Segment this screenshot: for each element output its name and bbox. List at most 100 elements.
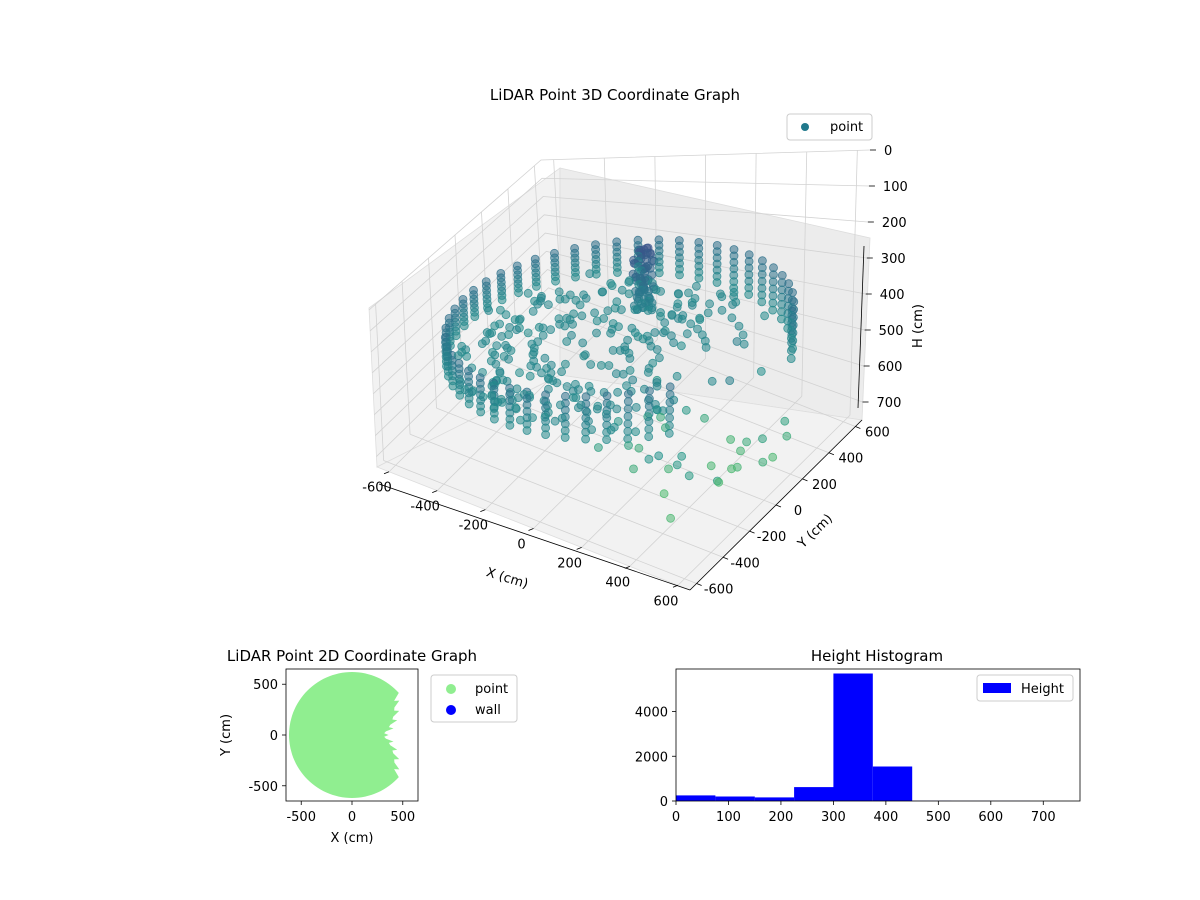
point-3d [760, 311, 769, 321]
point-3d [631, 402, 641, 412]
point-3d [602, 391, 612, 401]
point-3d [654, 451, 664, 461]
point-3d [644, 424, 654, 434]
point-3d [686, 319, 696, 329]
point-3d [618, 369, 628, 379]
point-3d [624, 389, 633, 399]
point-3d [624, 277, 634, 287]
z-tick-label-3d: 0 [884, 144, 892, 159]
point-3d [701, 342, 711, 352]
point-3d [574, 403, 583, 413]
point-region-2d [289, 672, 400, 798]
point-3d [606, 328, 615, 338]
histogram-y-tick-label: 0 [660, 795, 668, 810]
point-3d [756, 366, 766, 376]
point-3d [541, 430, 550, 440]
point-3d [624, 441, 633, 450]
histogram-bar [715, 796, 755, 801]
point-3d [562, 382, 572, 391]
point-3d [705, 299, 714, 309]
point-3d [665, 382, 675, 392]
point-3d [532, 362, 541, 372]
point-3d [459, 321, 469, 331]
histogram-bar [833, 673, 873, 801]
point-3d [617, 285, 627, 295]
x-tick-label-3d: 200 [557, 556, 582, 571]
point-3d [786, 354, 796, 364]
point-3d [613, 268, 622, 277]
point-3d [694, 273, 704, 283]
point-3d [470, 312, 480, 322]
histogram-x-tick-label: 100 [716, 810, 741, 825]
point-3d [607, 281, 617, 291]
point-3d [590, 308, 599, 318]
point-3d [448, 381, 458, 391]
point-3d [533, 299, 542, 309]
z-tick-label-3d: 500 [879, 324, 904, 339]
point-3d [615, 346, 625, 355]
point-3d [477, 339, 487, 349]
z-tick-label-3d: 700 [877, 396, 902, 411]
point-3d [592, 328, 601, 338]
x-axis-label-2d: X (cm) [331, 831, 374, 846]
point-3d [540, 353, 550, 363]
histogram-x-tick-label: 500 [926, 810, 951, 825]
point-3d [768, 452, 778, 462]
point-3d [602, 413, 612, 423]
point-3d [552, 378, 562, 388]
point-3d [612, 404, 622, 414]
point-3d [644, 416, 654, 426]
point-3d [674, 289, 683, 299]
point-3d [528, 306, 538, 316]
histogram-bar [794, 787, 834, 801]
x-tick-label-3d: 600 [654, 594, 679, 609]
histogram-x-tick-label: 600 [978, 810, 1003, 825]
point-3d [665, 413, 674, 423]
point-3d [538, 323, 548, 333]
histogram-axes-frame [675, 668, 1081, 802]
point-3d [495, 305, 505, 315]
point-3d [757, 297, 767, 307]
point-3d [604, 361, 614, 370]
legend-2d-marker-wall [446, 705, 456, 715]
point-3d [557, 367, 566, 377]
point-3d [485, 329, 495, 339]
point-3d [603, 306, 613, 316]
point-cloud-3d [440, 235, 799, 523]
point-3d [532, 281, 541, 291]
point-3d [515, 368, 524, 378]
point-3d [645, 386, 654, 396]
point-3d [714, 477, 724, 487]
point-3d [625, 365, 635, 375]
histogram-y-tick-label: 4000 [635, 706, 668, 721]
point-3d [622, 381, 631, 391]
point-3d [594, 443, 603, 452]
point-3d [656, 311, 665, 321]
point-3d [695, 315, 705, 325]
histogram-x-tick-label: 400 [873, 810, 898, 825]
point-3d [546, 325, 555, 335]
point-3d [544, 300, 553, 310]
plot-area-2d [286, 669, 418, 801]
histogram-bar [676, 795, 716, 801]
x-tick-label-2d: 0 [348, 810, 356, 825]
point-3d [732, 337, 742, 346]
chart-histogram: Height Histogram 0 100 200 300 400 500 600 700 … [635, 647, 1081, 825]
chart-2d: LiDAR Point 2D Coordinate Graph -500 0 500… [219, 647, 518, 846]
point-3d [684, 288, 693, 298]
point-3d [550, 416, 560, 426]
z-tick-label-3d: 300 [881, 252, 906, 267]
point-3d [512, 325, 521, 335]
point-3d [568, 319, 577, 329]
point-3d [643, 306, 653, 315]
legend-histogram-label: Height [1021, 682, 1064, 697]
point-3d [497, 331, 507, 341]
histogram-x-tick-label: 0 [672, 810, 680, 825]
x-tick-label-3d: -400 [410, 500, 440, 515]
z-axis-label-3d: H (cm) [911, 304, 926, 348]
point-3d [650, 328, 660, 337]
point-3d [677, 451, 687, 461]
legend-histogram-swatch [983, 683, 1011, 693]
point-3d [492, 341, 502, 351]
point-3d [659, 489, 669, 499]
